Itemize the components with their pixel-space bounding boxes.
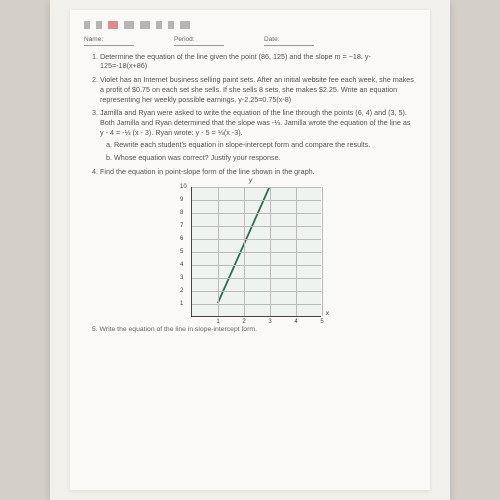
x-tick-label: 2 bbox=[242, 318, 245, 326]
y-tick-label: 7 bbox=[180, 222, 183, 230]
y-tick-label: 8 bbox=[180, 209, 183, 217]
gridline-horizontal bbox=[192, 187, 321, 188]
y-tick-label: 4 bbox=[180, 261, 183, 269]
problem-3: Jamilla and Ryan were asked to write the… bbox=[100, 108, 416, 163]
y-tick-label: 6 bbox=[180, 235, 183, 243]
gridline-vertical bbox=[322, 187, 323, 316]
problem-4: Find the equation in point-slope form of… bbox=[100, 167, 416, 177]
x-tick-label: 5 bbox=[320, 318, 323, 326]
problem-3b: Whose equation was correct? Justify your… bbox=[114, 153, 416, 163]
gridline-horizontal bbox=[192, 200, 321, 201]
problem-list: Determine the equation of the line given… bbox=[84, 52, 416, 177]
toolbar-item[interactable] bbox=[140, 21, 150, 29]
underline-icon[interactable] bbox=[108, 21, 118, 29]
gridline-vertical bbox=[270, 187, 271, 316]
problem-3a: Rewrite each student's equation in slope… bbox=[114, 140, 416, 150]
gridline-vertical bbox=[296, 187, 297, 316]
y-tick-label: 5 bbox=[180, 248, 183, 256]
x-axis-label: x bbox=[326, 310, 329, 319]
gridline-horizontal bbox=[192, 265, 321, 266]
y-axis-label: y bbox=[249, 177, 252, 186]
gridline-horizontal bbox=[192, 304, 321, 305]
problem-2: Violet has an Internet business selling … bbox=[100, 75, 416, 104]
gridline-horizontal bbox=[192, 239, 321, 240]
gridline-vertical bbox=[218, 187, 219, 316]
gridline-horizontal bbox=[192, 278, 321, 279]
photo-background: Name: Period: Date: Determine the equati… bbox=[50, 0, 450, 500]
x-tick-label: 1 bbox=[216, 318, 219, 326]
problem-5: 5. Write the equation of the line in slo… bbox=[84, 325, 416, 334]
period-field-label: Period: bbox=[174, 36, 224, 46]
name-field-label: Name: bbox=[84, 36, 134, 46]
gridline-horizontal bbox=[192, 213, 321, 214]
toolbar-item[interactable] bbox=[84, 21, 90, 29]
toolbar-item[interactable] bbox=[180, 21, 190, 29]
toolbar-item[interactable] bbox=[96, 21, 102, 29]
problem-1: Determine the equation of the line given… bbox=[100, 52, 416, 71]
graph-container: y x 1234567891012345 bbox=[175, 187, 325, 317]
gridline-vertical bbox=[244, 187, 245, 316]
y-tick-label: 10 bbox=[180, 183, 187, 191]
gridline-horizontal bbox=[192, 226, 321, 227]
line-chart: x 1234567891012345 bbox=[191, 187, 321, 317]
y-tick-label: 3 bbox=[180, 274, 183, 282]
editor-toolbar bbox=[84, 18, 416, 32]
x-tick-label: 4 bbox=[294, 318, 297, 326]
y-tick-label: 1 bbox=[180, 300, 183, 308]
y-tick-label: 2 bbox=[180, 287, 183, 295]
problem-3-text: Jamilla and Ryan were asked to write the… bbox=[100, 108, 410, 136]
x-tick-label: 3 bbox=[268, 318, 271, 326]
worksheet-page: Name: Period: Date: Determine the equati… bbox=[70, 10, 430, 490]
worksheet-header: Name: Period: Date: bbox=[84, 36, 416, 46]
y-tick-label: 9 bbox=[180, 196, 183, 204]
list-icon[interactable] bbox=[168, 21, 174, 29]
toolbar-item[interactable] bbox=[124, 21, 134, 29]
gridline-horizontal bbox=[192, 291, 321, 292]
date-field-label: Date: bbox=[264, 36, 314, 46]
list-icon[interactable] bbox=[156, 21, 162, 29]
gridline-horizontal bbox=[192, 252, 321, 253]
